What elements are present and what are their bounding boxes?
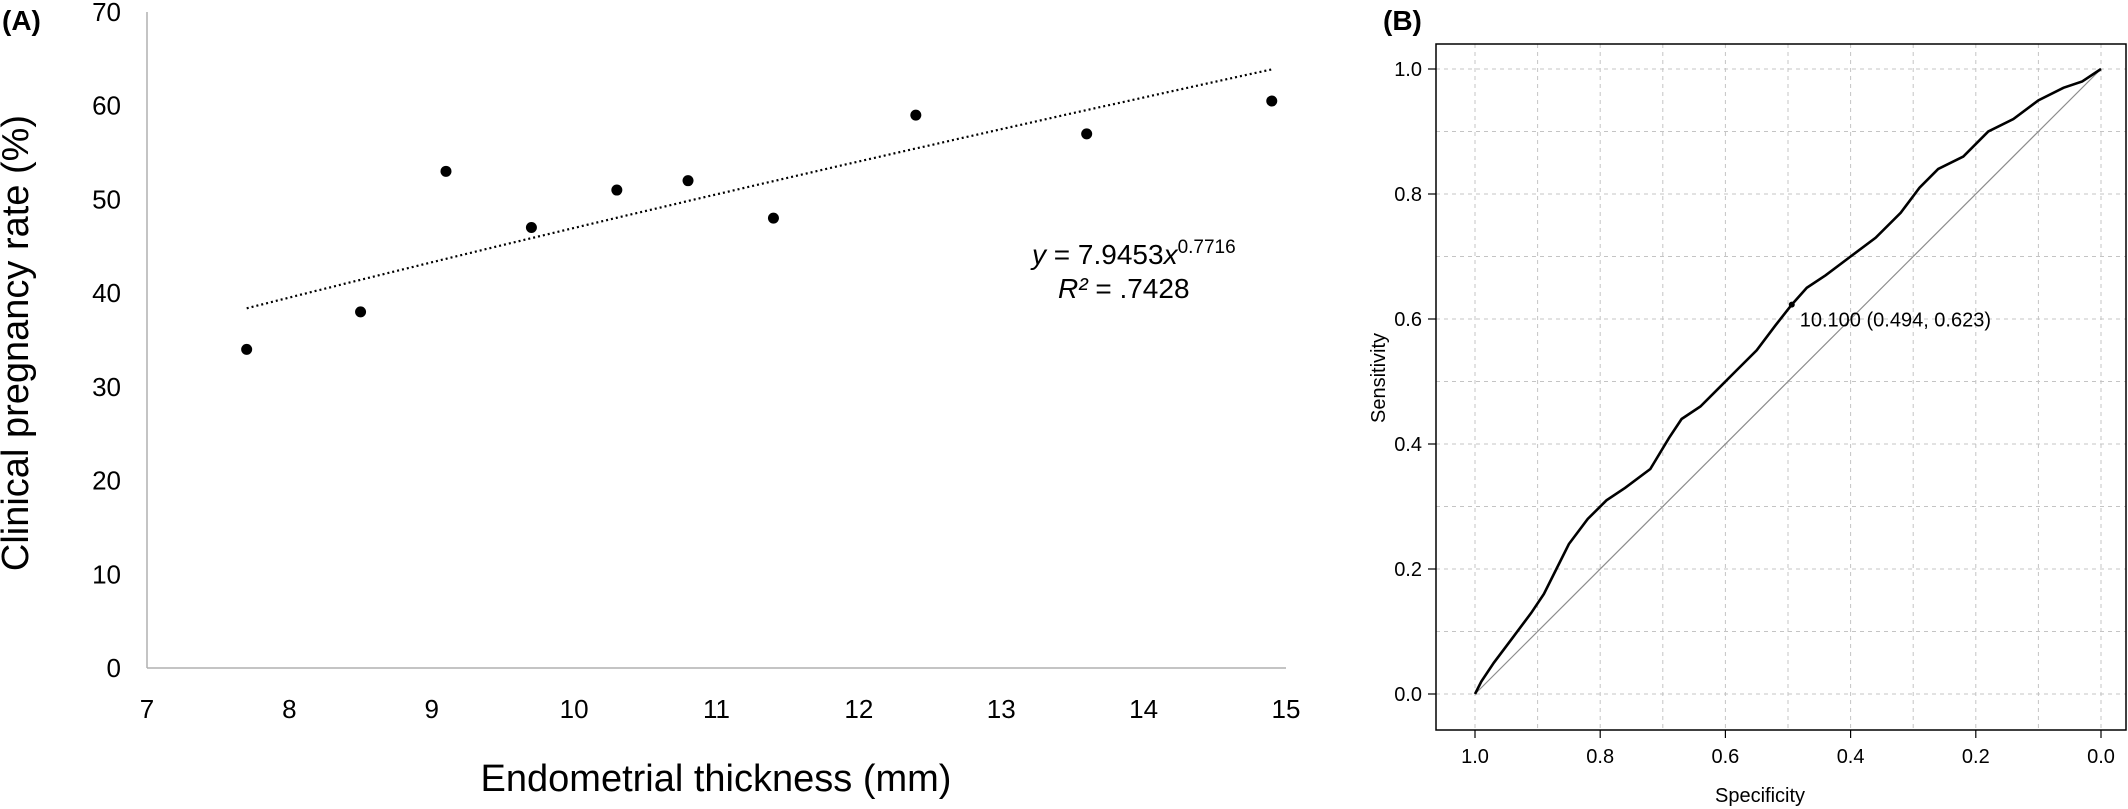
panel-b-label: (B)	[1383, 5, 1422, 36]
a-x-tick-label: 10	[560, 694, 589, 724]
b-y-tick-label: 1.0	[1394, 59, 1422, 81]
a-trend-equation: y = 7.9453x0.7716	[1030, 237, 1236, 270]
b-x-axis-title: Specificity	[1715, 785, 1805, 807]
b-x-tick-label: 0.2	[1962, 746, 1990, 768]
a-eq-mid: = 7.9453	[1046, 239, 1164, 270]
a-y-axis-title: Clinical pregnancy rate (%)	[0, 115, 37, 571]
b-cutoff-label: 10.100 (0.494, 0.623)	[1800, 310, 1991, 332]
b-y-tick-label: 0.8	[1394, 184, 1422, 206]
a-data-point	[611, 184, 623, 196]
a-x-tick-label: 8	[282, 694, 296, 724]
a-y-tick-label: 60	[92, 91, 121, 121]
a-eq-exponent: 0.7716	[1178, 237, 1236, 258]
a-data-point	[1081, 128, 1093, 140]
b-y-tick-label: 0.2	[1394, 559, 1422, 581]
a-data-point	[910, 109, 922, 121]
a-x-tick-label: 12	[844, 694, 873, 724]
a-x-tick-label: 9	[425, 694, 439, 724]
a-r2-label: R²	[1058, 273, 1089, 304]
a-y-tick-label: 30	[92, 372, 121, 402]
a-data-point	[241, 343, 253, 355]
a-y-tick-label: 10	[92, 559, 121, 589]
a-y-tick-label: 0	[107, 653, 121, 683]
b-x-ticks: 1.0 0.8 0.6 0.4 0.2 0.0	[1461, 730, 2115, 768]
a-eq-lhs: y	[1030, 239, 1048, 270]
a-x-tick-label: 15	[1272, 694, 1301, 724]
b-y-tick-label: 0.4	[1394, 434, 1422, 456]
b-reference-line	[1474, 68, 2102, 695]
b-cutoff-point	[1788, 301, 1795, 308]
a-data-point	[525, 222, 537, 234]
a-x-tick-label: 7	[140, 694, 154, 724]
a-x-tick-label: 14	[1129, 694, 1158, 724]
panel-a-scatter-chart: (A) 0 10 20 30 40 50 60 70 7 8 9 10 11 12 13 14 15 Endo…	[0, 0, 1300, 800]
b-plot-frame	[1435, 43, 2127, 731]
b-x-tick-label: 0.0	[2087, 746, 2115, 768]
a-y-tick-label: 70	[92, 0, 121, 27]
panel-a-label: (A)	[2, 5, 41, 36]
b-y-tick-label: 0.6	[1394, 309, 1422, 331]
a-y-tick-label: 20	[92, 466, 121, 496]
b-y-tick-label: 0.0	[1394, 684, 1422, 706]
a-trendline	[246, 68, 1273, 310]
a-x-tick-label: 11	[703, 694, 730, 724]
a-y-tick-label: 40	[92, 278, 121, 308]
b-gridlines	[1436, 44, 2126, 730]
b-y-axis-title: Sensitivity	[1368, 333, 1390, 423]
b-x-tick-label: 1.0	[1461, 746, 1489, 768]
a-eq-var: x	[1162, 239, 1179, 270]
a-y-tick-labels: 0 10 20 30 40 50 60 70	[92, 0, 121, 683]
a-data-point	[440, 165, 452, 177]
a-r2-value: = .7428	[1088, 273, 1190, 304]
a-data-points	[241, 95, 1278, 355]
a-data-point	[1266, 95, 1278, 107]
b-x-tick-label: 0.4	[1837, 746, 1865, 768]
a-data-point	[355, 306, 367, 318]
b-x-tick-label: 0.6	[1711, 746, 1739, 768]
a-data-point	[767, 212, 779, 224]
a-x-axis-title: Endometrial thickness (mm)	[481, 758, 952, 800]
panel-b-roc-chart: (B) 10.100 (0.494, 0.623) 0.00.20.40.60.…	[1368, 5, 2127, 807]
a-x-tick-label: 13	[987, 694, 1016, 724]
a-data-point	[682, 175, 694, 187]
a-trend-r2: R² = .7428	[1058, 273, 1190, 304]
b-y-ticks: 0.0 0.2 0.4 0.6 0.8 1.0	[1394, 59, 1436, 706]
a-y-tick-label: 50	[92, 184, 121, 214]
b-x-tick-label: 0.8	[1586, 746, 1614, 768]
a-x-tick-labels: 7 8 9 10 11 12 13 14 15	[140, 694, 1301, 724]
b-roc-curve	[1473, 67, 2102, 695]
